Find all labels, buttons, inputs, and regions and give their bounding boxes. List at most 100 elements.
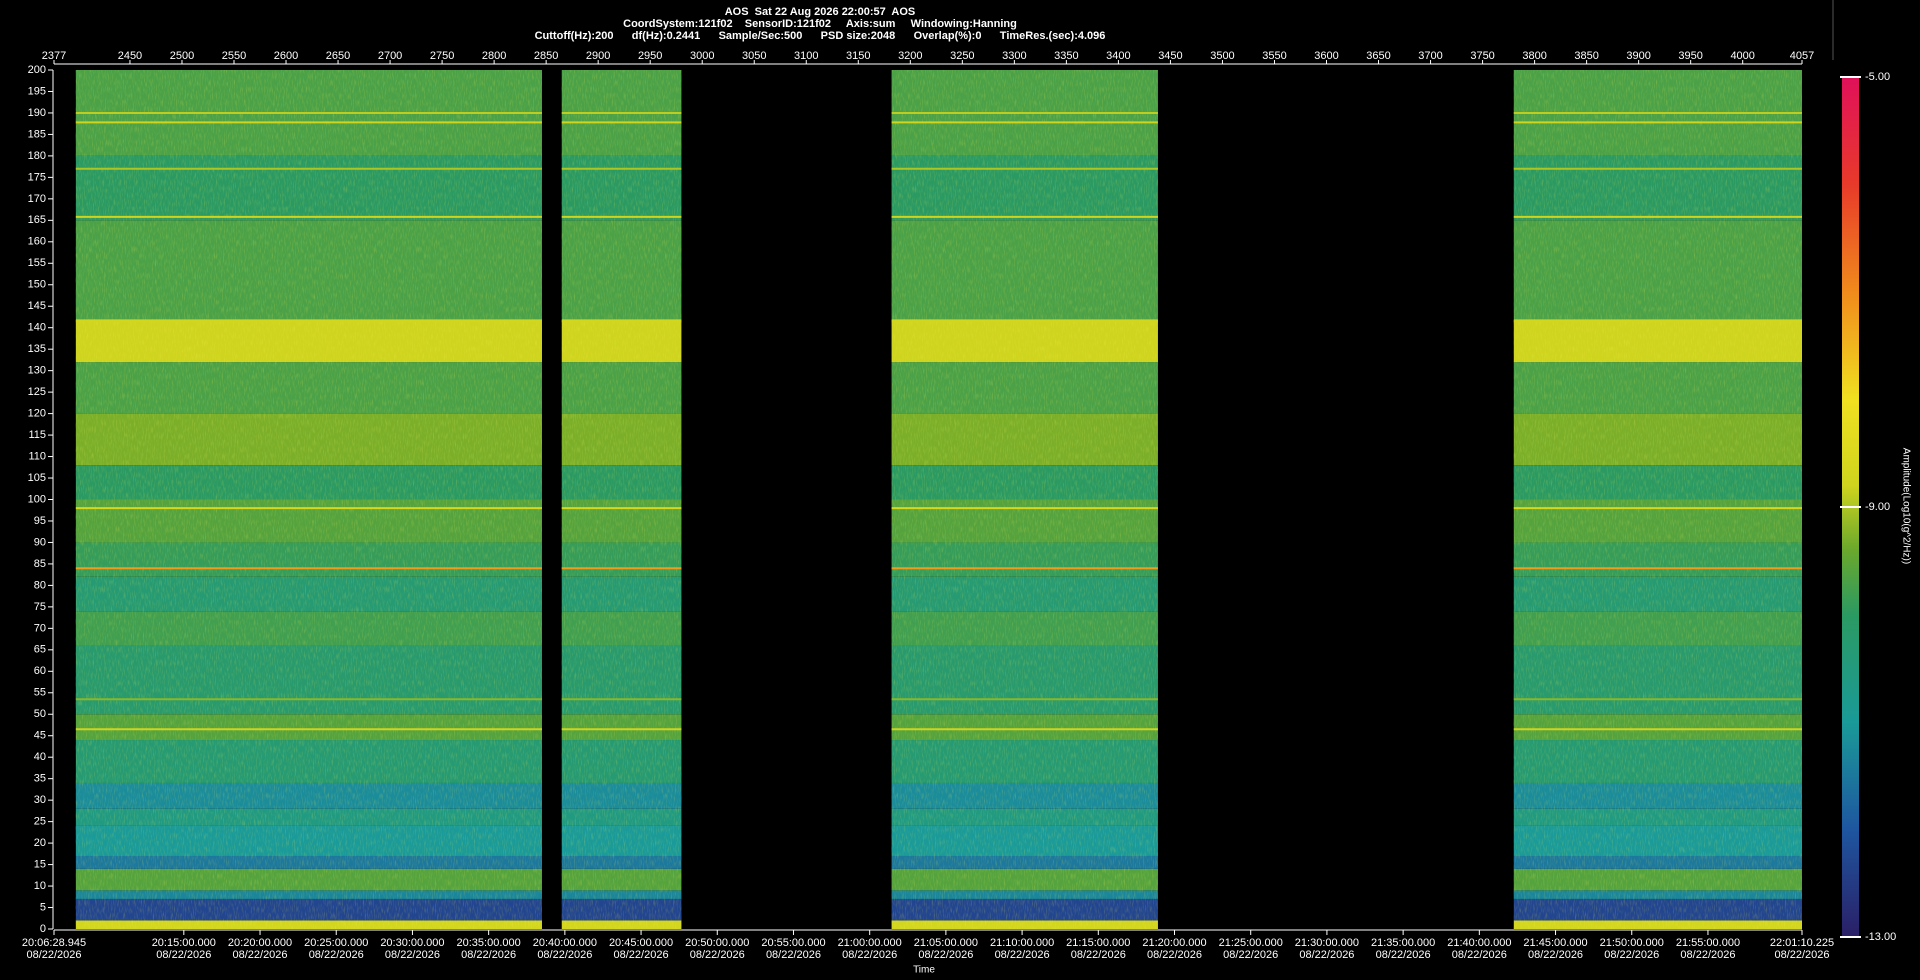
time-tick-label: 21:10:00.000 xyxy=(990,937,1054,949)
time-tick-label: 21:55:00.000 xyxy=(1676,937,1740,949)
y-tick-label: 0 xyxy=(40,923,46,935)
x-tick-label: 3950 xyxy=(1678,50,1702,62)
y-tick-label: 195 xyxy=(28,85,46,97)
y-tick-label: 145 xyxy=(28,300,46,312)
time-tick-label: 20:35:00.000 xyxy=(457,937,521,949)
time-tick-label: 20:06:28.945 xyxy=(22,937,86,949)
y-tick-label: 60 xyxy=(34,665,46,677)
colorbar-tick-label: -5.00 xyxy=(1865,71,1890,83)
texture xyxy=(891,70,1158,929)
x-tick-label: 2850 xyxy=(534,50,558,62)
data-segment xyxy=(75,70,542,929)
y-tick-label: 55 xyxy=(34,687,46,699)
y-tick-label: 35 xyxy=(34,773,46,785)
y-tick-label: 25 xyxy=(34,816,46,828)
x-tick-label: 3800 xyxy=(1522,50,1546,62)
y-tick-label: 40 xyxy=(34,751,46,763)
x-tick-label: 2950 xyxy=(638,50,662,62)
y-tick-label: 85 xyxy=(34,558,46,570)
y-tick-label: 20 xyxy=(34,837,46,849)
y-tick-label: 200 xyxy=(28,64,46,76)
time-tick-date: 08/22/2026 xyxy=(1680,949,1735,961)
y-tick-label: 115 xyxy=(28,429,46,441)
time-tick-label: 21:50:00.000 xyxy=(1600,937,1664,949)
x-tick-label: 4057 xyxy=(1790,50,1814,62)
y-tick-label: 120 xyxy=(28,408,46,420)
y-tick-label: 175 xyxy=(28,171,46,183)
time-tick-label: 21:25:00.000 xyxy=(1219,937,1283,949)
time-tick-label: 21:20:00.000 xyxy=(1142,937,1206,949)
time-tick-label: 20:30:00.000 xyxy=(380,937,444,949)
x-tick-label: 3500 xyxy=(1210,50,1234,62)
x-axis-label: Time xyxy=(913,965,935,976)
y-tick-label: 165 xyxy=(28,214,46,226)
x-tick-label: 3900 xyxy=(1626,50,1650,62)
time-tick-date: 08/22/2026 xyxy=(1147,949,1202,961)
chart-subtitle: CoordSystem:121f02 SensorID:121f02 Axis:… xyxy=(623,18,1017,30)
y-tick-label: 150 xyxy=(28,279,46,291)
y-tick-label: 5 xyxy=(40,901,46,913)
time-tick-label: 21:15:00.000 xyxy=(1066,937,1130,949)
y-tick-label: 100 xyxy=(28,493,46,505)
time-tick-date: 08/22/2026 xyxy=(1528,949,1583,961)
time-tick-date: 08/22/2026 xyxy=(1071,949,1126,961)
y-tick-label: 30 xyxy=(34,794,46,806)
y-tick-label: 65 xyxy=(34,644,46,656)
y-tick-label: 135 xyxy=(28,343,46,355)
time-tick-date: 08/22/2026 xyxy=(690,949,745,961)
time-tick-date: 08/22/2026 xyxy=(309,949,364,961)
time-tick-label: 21:40:00.000 xyxy=(1447,937,1511,949)
time-tick-label: 22:01:10.225 xyxy=(1770,937,1834,949)
time-tick-label: 20:25:00.000 xyxy=(304,937,368,949)
x-tick-label: 3700 xyxy=(1418,50,1442,62)
y-tick-label: 180 xyxy=(28,150,46,162)
x-tick-label: 2450 xyxy=(118,50,142,62)
time-tick-date: 08/22/2026 xyxy=(1299,949,1354,961)
time-tick-date: 08/22/2026 xyxy=(385,949,440,961)
x-tick-label: 3650 xyxy=(1366,50,1390,62)
x-tick-label: 3350 xyxy=(1054,50,1078,62)
time-tick-label: 21:00:00.000 xyxy=(838,937,902,949)
time-tick-date: 08/22/2026 xyxy=(1223,949,1278,961)
time-tick-date: 08/22/2026 xyxy=(156,949,211,961)
y-tick-label: 185 xyxy=(28,128,46,140)
y-tick-label: 10 xyxy=(34,880,46,892)
colorbar-label: Amplitude(Log10(g^2/Hz)) xyxy=(1900,448,1911,564)
chart-parameters: Cuttoff(Hz):200 df(Hz):0.2441 Sample/Sec… xyxy=(535,30,1106,42)
time-tick-date: 08/22/2026 xyxy=(614,949,669,961)
chart-title: AOS Sat 22 Aug 2026 22:00:57 AOS xyxy=(725,6,916,18)
time-tick-label: 20:40:00.000 xyxy=(533,937,597,949)
x-tick-label: 3750 xyxy=(1470,50,1494,62)
x-tick-label: 3150 xyxy=(846,50,870,62)
colorbar-tick-label: -13.00 xyxy=(1865,931,1896,943)
x-tick-label: 3600 xyxy=(1314,50,1338,62)
time-tick-date: 08/22/2026 xyxy=(1376,949,1431,961)
x-tick-label: 3850 xyxy=(1574,50,1598,62)
x-tick-label: 3000 xyxy=(690,50,714,62)
x-tick-label: 2600 xyxy=(274,50,298,62)
time-tick-date: 08/22/2026 xyxy=(842,949,897,961)
time-tick-label: 20:45:00.000 xyxy=(609,937,673,949)
x-tick-label: 2550 xyxy=(222,50,246,62)
x-tick-label: 2900 xyxy=(586,50,610,62)
time-tick-date: 08/22/2026 xyxy=(918,949,973,961)
y-tick-label: 95 xyxy=(34,515,46,527)
x-tick-label: 3450 xyxy=(1158,50,1182,62)
data-segment xyxy=(561,70,682,929)
x-tick-label: 3300 xyxy=(1002,50,1026,62)
y-tick-label: 155 xyxy=(28,257,46,269)
y-tick-label: 90 xyxy=(34,536,46,548)
time-tick-label: 20:20:00.000 xyxy=(228,937,292,949)
time-tick-label: 20:15:00.000 xyxy=(152,937,216,949)
y-tick-label: 75 xyxy=(34,601,46,613)
x-tick-label: 2800 xyxy=(482,50,506,62)
y-tick-label: 70 xyxy=(34,622,46,634)
x-tick-label: 2500 xyxy=(170,50,194,62)
x-tick-label: 2650 xyxy=(326,50,350,62)
x-tick-label: 3100 xyxy=(794,50,818,62)
y-tick-label: 80 xyxy=(34,579,46,591)
time-tick-label: 20:50:00.000 xyxy=(685,937,749,949)
x-tick-label: 2700 xyxy=(378,50,402,62)
y-tick-label: 45 xyxy=(34,730,46,742)
time-tick-date: 08/22/2026 xyxy=(766,949,821,961)
